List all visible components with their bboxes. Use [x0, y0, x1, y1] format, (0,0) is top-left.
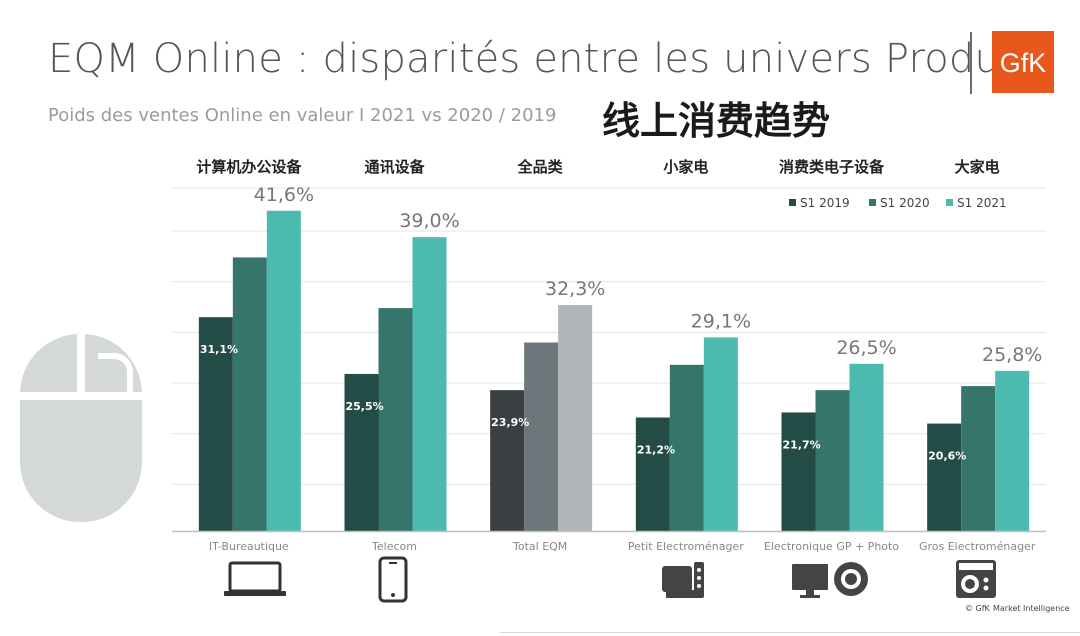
- bar: [781, 412, 816, 531]
- bar: [558, 305, 593, 531]
- bar: [849, 363, 884, 531]
- legend-label: S1 2021: [957, 196, 1007, 210]
- data-label-2019: 31,1%: [200, 343, 238, 356]
- bars: [198, 210, 1030, 531]
- footer-divider: [500, 632, 1080, 633]
- gfk-logo-mark: GfK: [1000, 48, 1047, 78]
- category-cn-label: 大家电: [955, 158, 1000, 176]
- data-label-2019: 21,7%: [783, 438, 821, 451]
- category-labels: IT-Bureautique Telecom Total EQM Petit Elec…: [209, 540, 1036, 553]
- data-label-2019: 21,2%: [637, 444, 675, 457]
- tv-camera-icon: [792, 562, 868, 598]
- legend-swatch: [869, 199, 876, 206]
- bar: [961, 386, 996, 531]
- smartphone-icon: [378, 556, 408, 603]
- category-chinese-labels: 计算机办公设备 通讯设备 全品类 小家电 消费类电子设备 大家电: [196, 158, 999, 176]
- washing-machine-icon: [956, 560, 996, 598]
- bar: [412, 237, 447, 531]
- bar: [198, 317, 233, 531]
- category-cn-label: 全品类: [517, 158, 564, 176]
- data-label-2019: 23,9%: [491, 416, 529, 429]
- category-label: Telecom: [371, 540, 417, 553]
- bar: [635, 417, 670, 531]
- data-label-2021: 29,1%: [691, 310, 751, 332]
- bar: [927, 423, 962, 531]
- computer-mouse-icon: [20, 334, 142, 522]
- data-label-2021: 39,0%: [399, 210, 459, 232]
- category-cn-label: 消费类电子设备: [779, 158, 885, 176]
- gfk-logo: GfK: [992, 31, 1054, 93]
- bar: [703, 337, 738, 531]
- legend: S1 2019 S1 2020 S1 2021: [789, 196, 1007, 210]
- category-cn-label: 小家电: [663, 158, 708, 176]
- data-labels: 31,1% 41,6% 25,5% 39,0% 23,9% 32,3% 21,2% 29,1%…: [200, 184, 1043, 463]
- legend-label: S1 2020: [880, 196, 930, 210]
- data-label-2021: 26,5%: [836, 337, 896, 359]
- category-label: Total EQM: [512, 540, 567, 553]
- legend-swatch: [946, 199, 953, 206]
- bar: [815, 390, 850, 531]
- bar: [995, 370, 1030, 531]
- data-label-2019: 25,5%: [346, 400, 384, 413]
- legend-swatch: [789, 199, 796, 206]
- page-title: EQM Online : disparités entre les univer…: [48, 36, 1049, 82]
- grid-lines: [172, 187, 1046, 485]
- category-label: IT-Bureautique: [209, 540, 289, 553]
- chinese-title: 线上消费趋势: [602, 99, 831, 143]
- data-label-2021: 41,6%: [254, 184, 314, 206]
- category-cn-label: 计算机办公设备: [196, 158, 302, 176]
- bar: [524, 342, 559, 531]
- kitchen-appliance-icon: [662, 562, 704, 598]
- bar: [232, 257, 267, 531]
- category-label: Gros Electroménager: [919, 540, 1036, 553]
- bar: [344, 373, 379, 531]
- category-label: Petit Electroménager: [628, 540, 744, 553]
- gfk-logo-text: GfK: [1000, 48, 1047, 78]
- footer-brand: Market Intelligence: [993, 604, 1070, 613]
- title-separator: [970, 32, 972, 94]
- legend-label: S1 2019: [800, 196, 850, 210]
- bar: [378, 308, 413, 531]
- category-label: Electronique GP + Photo: [764, 540, 899, 553]
- data-label-2019: 20,6%: [928, 450, 966, 463]
- data-label-2021: 32,3%: [545, 278, 605, 300]
- bar: [669, 364, 704, 531]
- category-cn-label: 通讯设备: [364, 158, 425, 176]
- category-icons: [224, 556, 996, 603]
- data-label-2021: 25,8%: [982, 344, 1042, 366]
- bar: [266, 210, 301, 531]
- subtitle: Poids des ventes Online en valeur I 2021…: [48, 105, 557, 126]
- laptop-icon: [224, 561, 286, 596]
- bar: [490, 390, 525, 531]
- copyright-text: © GfK: [965, 604, 991, 613]
